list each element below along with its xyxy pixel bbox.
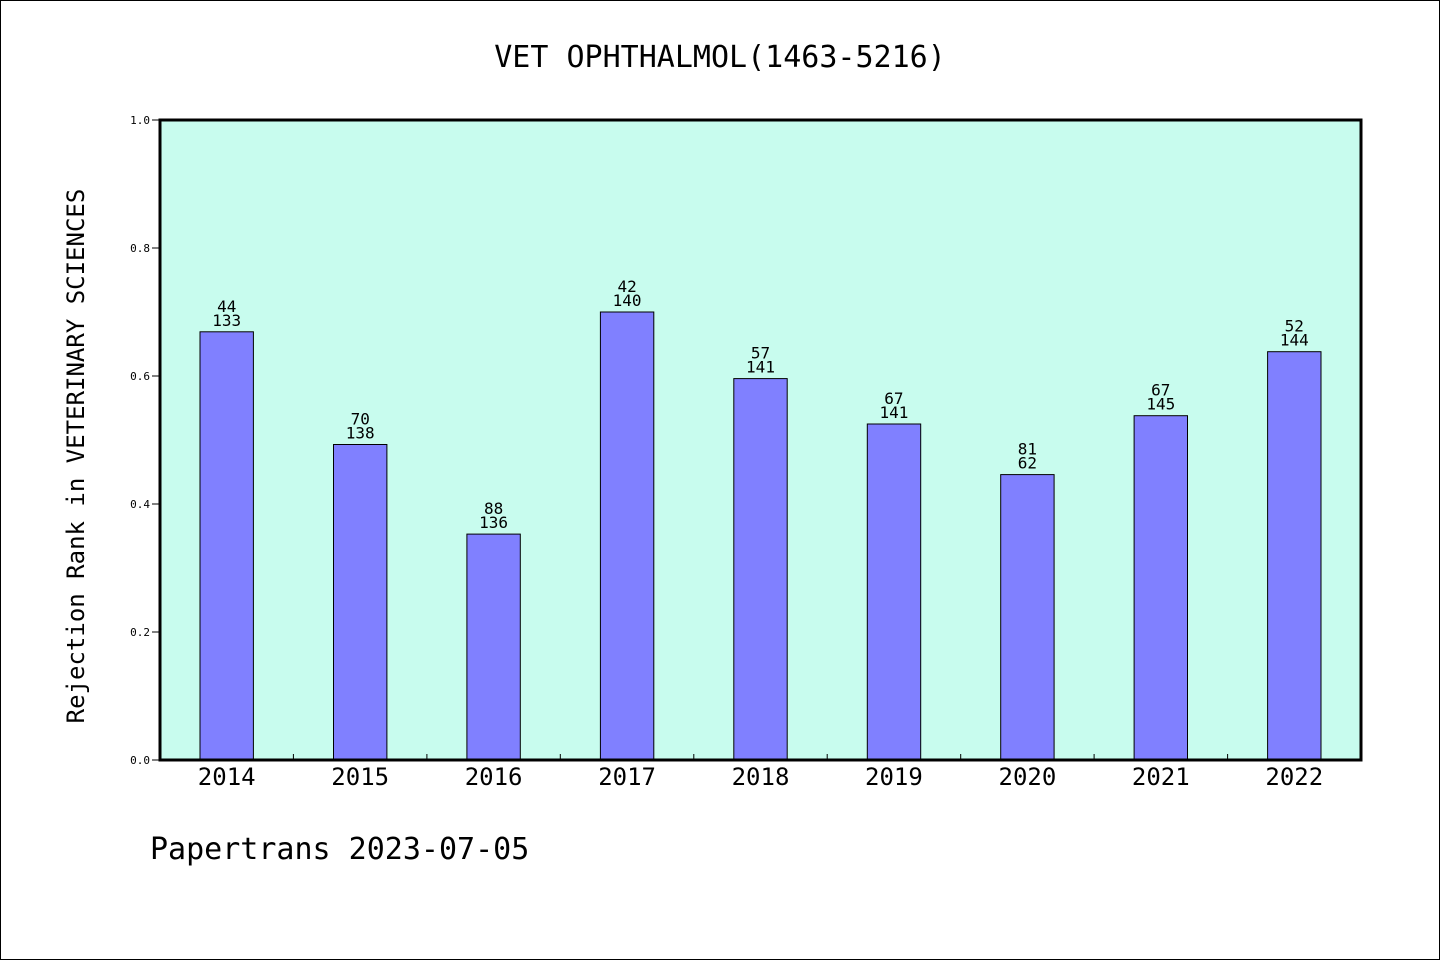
- x-tick-label-2020: 2020: [999, 763, 1057, 791]
- bar-2021: [1133, 415, 1188, 761]
- bar-2019: [866, 423, 922, 761]
- bar-label-bottom-2016: 136: [479, 513, 508, 532]
- y-tick-label: 0.2: [130, 626, 150, 639]
- bar-2022: [1267, 351, 1322, 761]
- bar-2017: [599, 311, 655, 761]
- bar-label-bottom-2015: 138: [346, 424, 375, 443]
- watermark-text: Papertrans 2023-07-05: [150, 832, 530, 867]
- x-tick-label-2019: 2019: [865, 763, 923, 791]
- bar-label-bottom-2014: 133: [212, 311, 241, 330]
- y-tick-label: 0.0: [130, 754, 150, 767]
- x-tick-label-2018: 2018: [732, 763, 790, 791]
- x-tick-label-2017: 2017: [598, 763, 656, 791]
- y-tick-label: 0.4: [130, 498, 150, 511]
- bar-2016: [466, 533, 521, 761]
- bar-label-bottom-2019: 141: [879, 403, 908, 422]
- x-tick-label-2015: 2015: [331, 763, 389, 791]
- x-tick-label-2014: 2014: [198, 763, 256, 791]
- bar-label-bottom-2017: 140: [613, 291, 642, 310]
- bar-label-bottom-2020: 62: [1018, 454, 1037, 473]
- x-tick-label-2022: 2022: [1265, 763, 1323, 791]
- y-axis-label: Rejection Rank in VETERINARY SCIENCES: [62, 189, 90, 724]
- bar-label-bottom-2018: 141: [746, 358, 775, 377]
- bar-2018: [733, 378, 788, 761]
- y-tick-label: 0.6: [130, 370, 150, 383]
- bar-label-top-2017: 42: [617, 277, 636, 296]
- bar-label-bottom-2021: 145: [1146, 395, 1175, 414]
- y-tick-label: 0.8: [130, 242, 150, 255]
- bar-2020: [1000, 474, 1055, 761]
- y-tick-label: 1.0: [130, 114, 150, 127]
- bar-2015: [333, 444, 388, 761]
- bar-2014: [199, 331, 254, 761]
- bars-layer: 4413370138881364214057141671418162671455…: [199, 277, 1322, 761]
- chart-title: VET OPHTHALMOL(1463-5216): [494, 40, 946, 75]
- x-tick-label-2016: 2016: [465, 763, 523, 791]
- x-tick-label-2021: 2021: [1132, 763, 1190, 791]
- bar-label-top-2016: 88: [484, 499, 503, 518]
- bar-label-top-2019: 67: [884, 389, 903, 408]
- bar-label-top-2015: 70: [351, 410, 370, 429]
- bar-label-top-2018: 57: [751, 344, 770, 363]
- bar-label-top-2014: 44: [217, 297, 236, 316]
- bar-label-bottom-2022: 144: [1280, 331, 1309, 350]
- plot-border: [158, 118, 1363, 762]
- bar-label-top-2022: 52: [1285, 317, 1304, 336]
- bar-label-top-2021: 67: [1151, 381, 1170, 400]
- axis-ticks: 2014 2015 2016 2017 2018 2019 2020 2021 2022 0.0 0…: [130, 114, 1323, 791]
- bar-label-top-2020: 81: [1018, 440, 1037, 459]
